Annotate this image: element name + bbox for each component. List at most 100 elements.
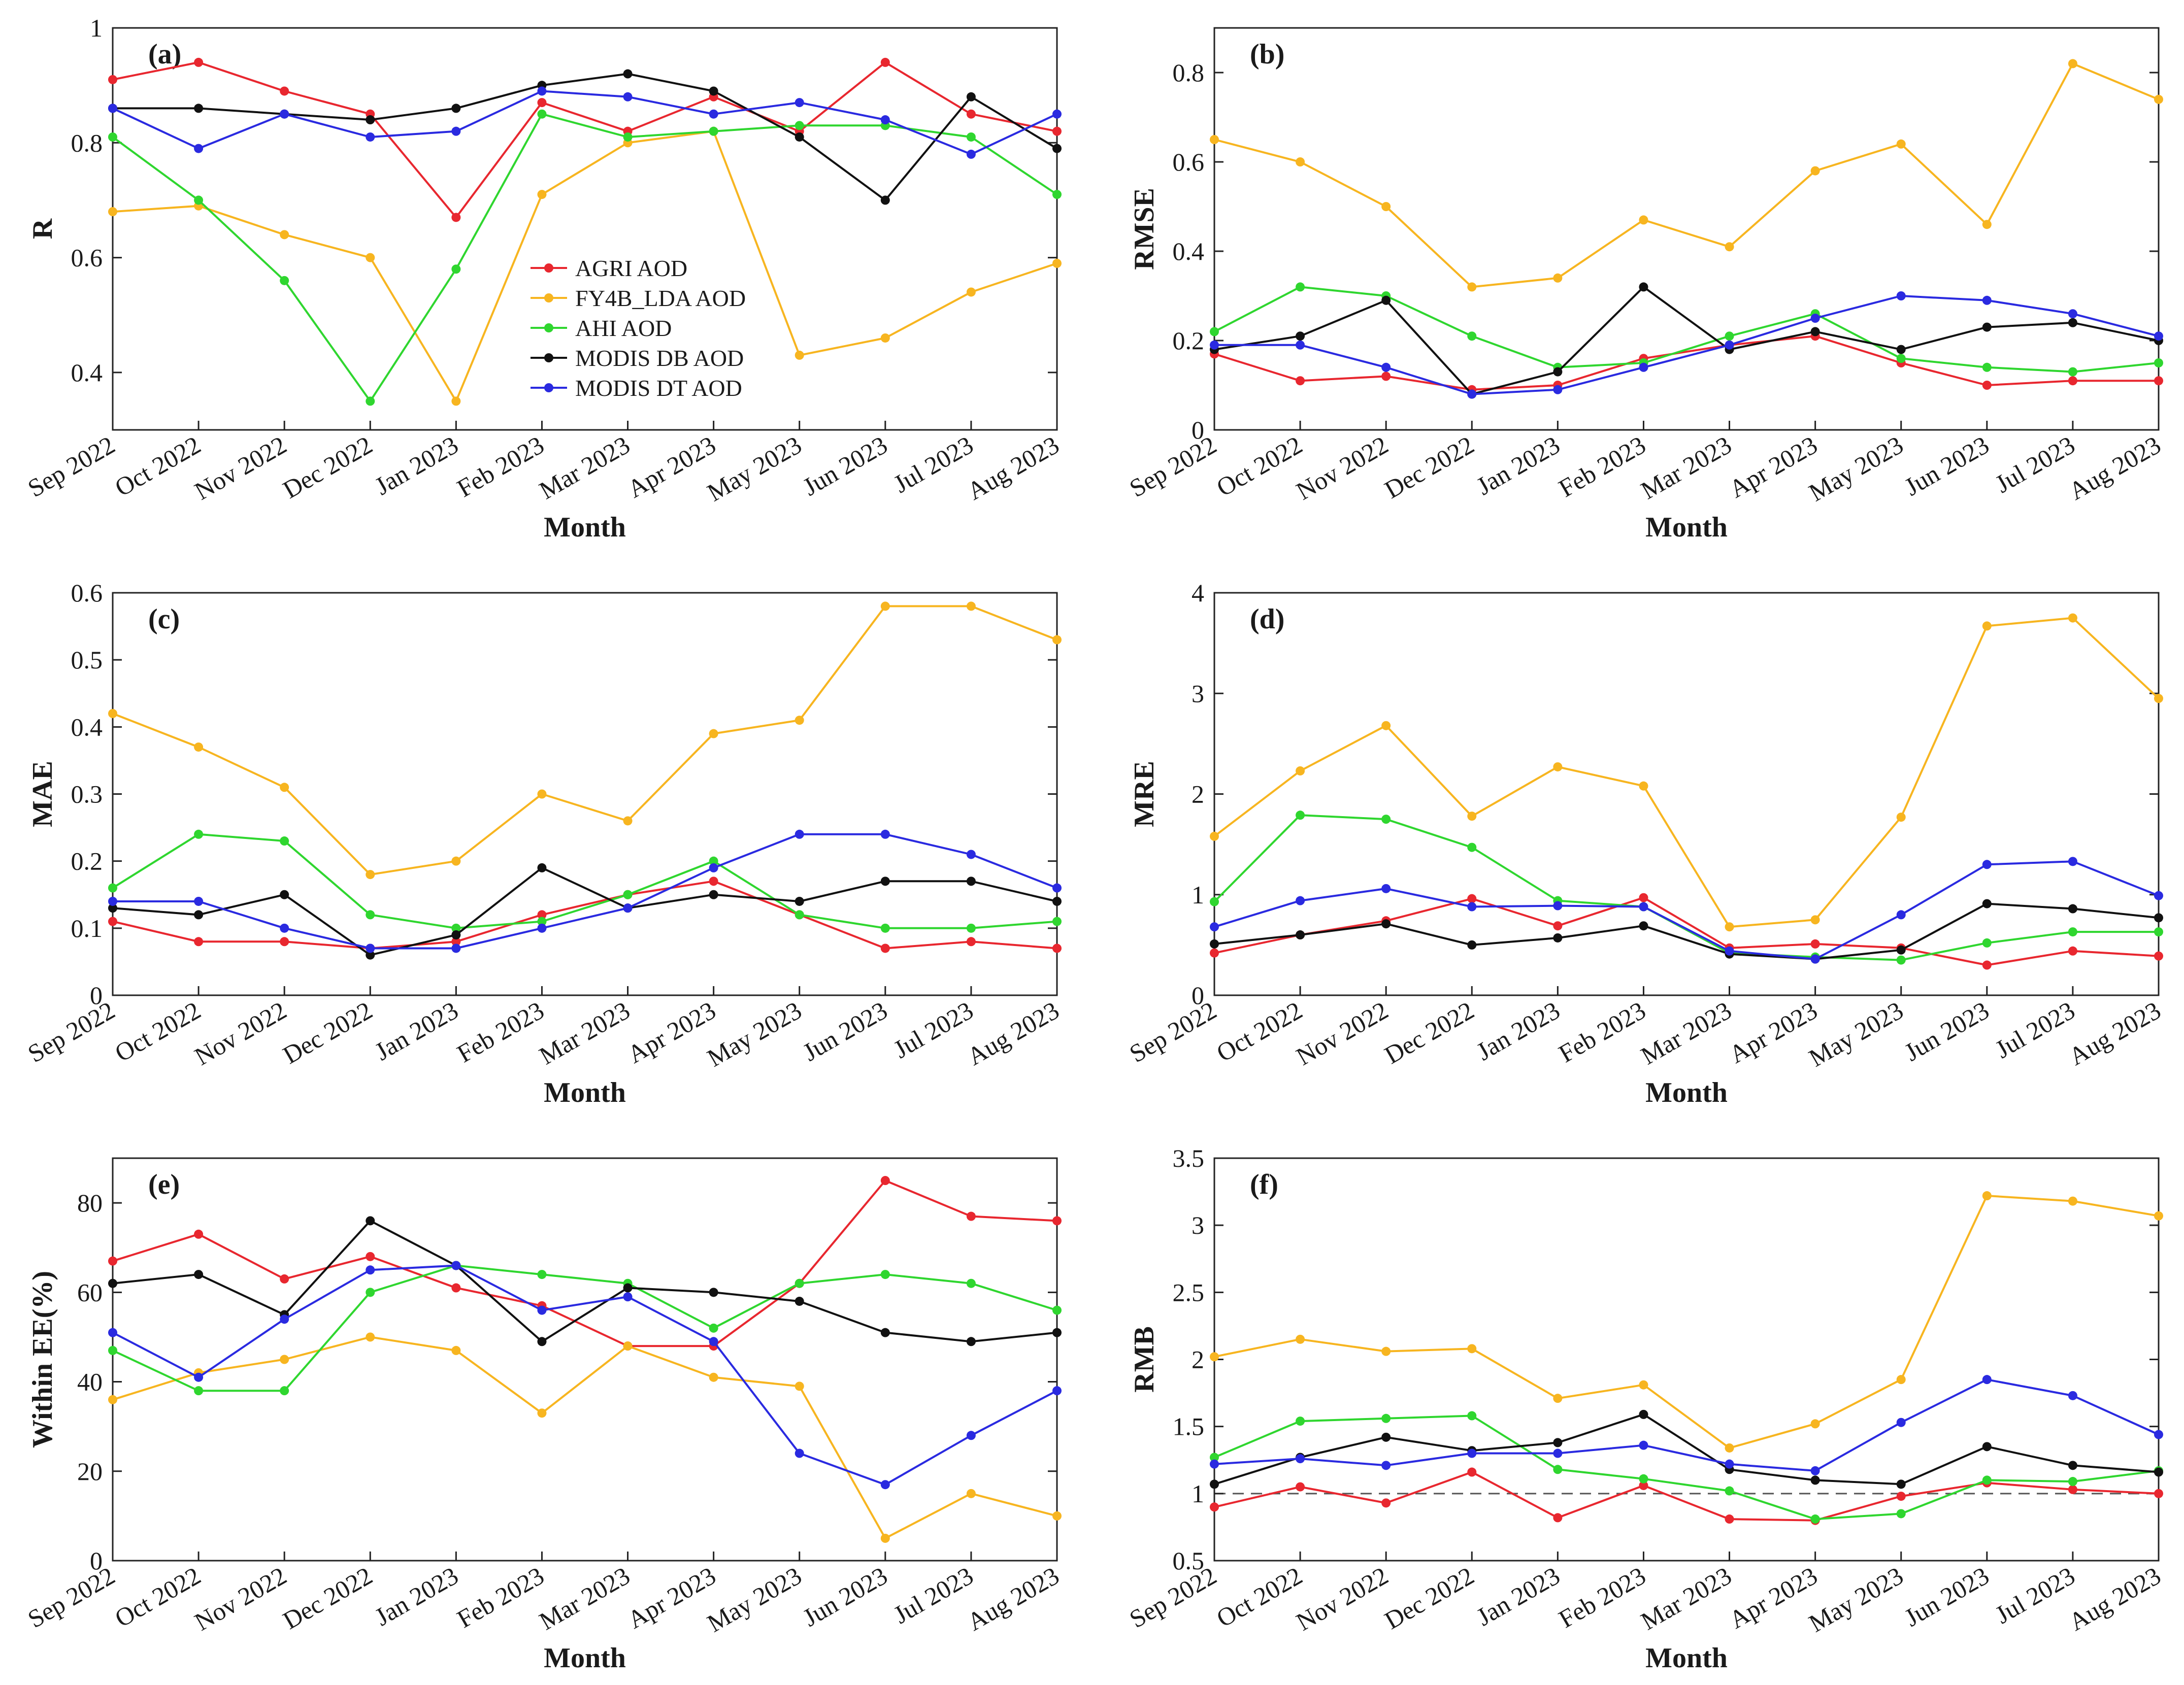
- data-point: [1381, 1461, 1391, 1470]
- data-point: [623, 816, 633, 826]
- x-axis-title: Month: [1645, 1642, 1728, 1674]
- data-point: [2068, 927, 2077, 937]
- data-point: [366, 115, 375, 125]
- series-ahi-aod: [108, 109, 1062, 406]
- data-point: [366, 1288, 375, 1297]
- data-point: [623, 1283, 633, 1293]
- y-tick-label: 0.4: [1173, 237, 1205, 265]
- data-point: [623, 903, 633, 913]
- x-tick-label: Sep 2022: [1124, 996, 1221, 1068]
- data-point: [1296, 1454, 1305, 1464]
- data-point: [1982, 860, 1992, 869]
- data-point: [537, 923, 547, 933]
- y-tick-label: 2: [1192, 780, 1204, 808]
- series-line: [1213, 814, 2159, 961]
- y-tick-label: 3: [1192, 679, 1204, 707]
- x-tick-label: May 2023: [702, 1561, 806, 1638]
- data-point: [366, 132, 375, 142]
- data-point: [366, 943, 375, 953]
- y-tick-label: 1: [1192, 1479, 1204, 1508]
- data-point: [108, 1328, 117, 1337]
- data-point: [1639, 893, 1648, 902]
- data-point: [1210, 948, 1219, 958]
- data-point: [1296, 157, 1305, 166]
- data-point: [1381, 1432, 1391, 1442]
- plot-area-frame: [112, 1157, 1058, 1562]
- x-tick-label: May 2023: [1804, 1561, 1908, 1638]
- series-line: [112, 113, 1058, 402]
- data-point: [108, 709, 117, 718]
- x-tick-label: Aug 2023: [962, 1561, 1064, 1636]
- series-fy4b-lda-aod: [1210, 1191, 2163, 1453]
- data-point: [2068, 1391, 2077, 1400]
- data-point: [1639, 1480, 1648, 1490]
- data-point: [966, 937, 976, 947]
- x-axis-title: Month: [544, 1077, 626, 1108]
- data-point: [1639, 902, 1648, 912]
- x-tick-label: Feb 2023: [1554, 430, 1650, 502]
- data-point: [1553, 762, 1563, 771]
- x-tick-label: Sep 2022: [1124, 430, 1221, 502]
- data-point: [1210, 1352, 1219, 1362]
- legend-marker: [544, 383, 553, 392]
- series-line: [112, 866, 1057, 956]
- data-point: [2154, 94, 2163, 104]
- series-ahi-aod: [1210, 811, 2163, 965]
- data-point: [1467, 842, 1477, 852]
- data-point: [108, 1345, 117, 1355]
- data-point: [108, 1278, 117, 1288]
- series-line: [1214, 1414, 2159, 1521]
- data-point: [966, 1489, 976, 1498]
- series-line: [1214, 62, 2159, 288]
- series-agri-aod: [108, 1176, 1062, 1351]
- data-point: [451, 923, 461, 933]
- x-axis-title: Month: [1645, 512, 1728, 543]
- data-point: [966, 1431, 976, 1440]
- data-point: [1896, 1418, 1906, 1427]
- data-point: [1982, 295, 1992, 305]
- data-point: [880, 1270, 890, 1279]
- y-tick-label: 1: [90, 14, 103, 42]
- x-tick-label: Jul 2023: [888, 430, 978, 498]
- data-point: [1639, 781, 1648, 791]
- data-point: [108, 75, 117, 84]
- data-point: [1296, 376, 1305, 386]
- data-point: [194, 1229, 204, 1239]
- data-point: [280, 923, 289, 933]
- data-point: [2068, 857, 2077, 866]
- x-tick-label: Nov 2022: [1292, 996, 1393, 1071]
- data-point: [709, 86, 718, 96]
- data-point: [795, 896, 804, 906]
- data-point: [1467, 940, 1477, 950]
- data-point: [966, 877, 976, 886]
- data-point: [537, 109, 547, 119]
- series-line: [1214, 860, 2159, 960]
- y-axis-title: RMB: [1129, 1326, 1160, 1393]
- data-point: [795, 1296, 804, 1306]
- data-point: [1982, 1375, 1992, 1385]
- data-point: [1467, 1467, 1477, 1477]
- data-point: [880, 829, 890, 839]
- y-tick-label: 0: [1192, 981, 1204, 1009]
- data-point: [1896, 354, 1906, 363]
- series-line: [112, 1180, 1057, 1347]
- data-point: [108, 132, 117, 142]
- x-tick-label: Nov 2022: [1292, 430, 1393, 506]
- data-point: [1052, 1305, 1062, 1315]
- data-point: [108, 896, 117, 906]
- data-point: [880, 877, 890, 886]
- data-point: [1725, 946, 1734, 956]
- data-point: [194, 896, 204, 906]
- data-point: [537, 1337, 547, 1346]
- data-point: [1467, 282, 1477, 292]
- series-modis-db-aod: [108, 69, 1062, 205]
- series-fy4b-lda-aod: [1210, 59, 2163, 292]
- data-point: [1810, 1514, 1820, 1524]
- data-point: [1810, 327, 1820, 336]
- data-point: [1210, 831, 1219, 841]
- data-point: [1810, 954, 1820, 964]
- data-point: [108, 1395, 117, 1404]
